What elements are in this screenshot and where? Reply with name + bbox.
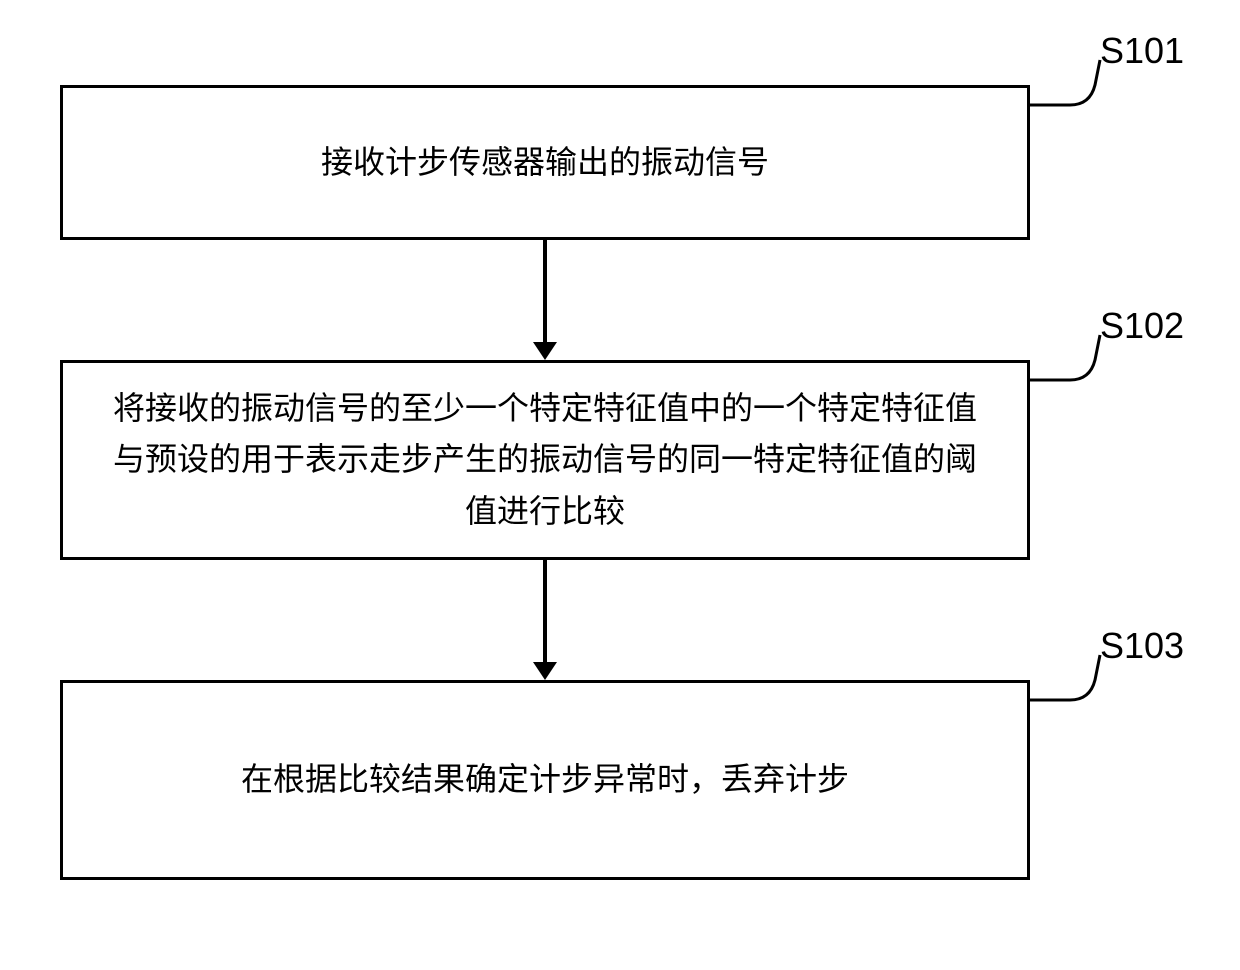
step-box-s103: 在根据比较结果确定计步异常时，丢弃计步	[60, 680, 1030, 880]
arrowhead-2	[533, 662, 557, 680]
label-text-s102: S102	[1100, 305, 1184, 346]
connector-path-s102	[1030, 335, 1100, 380]
step-label-s102: S102	[1100, 305, 1184, 347]
connector-path-s101	[1030, 60, 1100, 105]
step-text-s103: 在根据比较结果确定计步异常时，丢弃计步	[241, 754, 849, 805]
label-text-s101: S101	[1100, 30, 1184, 71]
step-label-s101: S101	[1100, 30, 1184, 72]
step-text-s102: 将接收的振动信号的至少一个特定特征值中的一个特定特征值与预设的用于表示走步产生的…	[103, 383, 987, 537]
step-text-s101: 接收计步传感器输出的振动信号	[321, 137, 769, 188]
step-label-s103: S103	[1100, 625, 1184, 667]
step-box-s101: 接收计步传感器输出的振动信号	[60, 85, 1030, 240]
arrow-line-2	[543, 560, 547, 662]
label-text-s103: S103	[1100, 625, 1184, 666]
arrow-line-1	[543, 240, 547, 342]
step-box-s102: 将接收的振动信号的至少一个特定特征值中的一个特定特征值与预设的用于表示走步产生的…	[60, 360, 1030, 560]
connector-path-s103	[1030, 655, 1100, 700]
arrowhead-1	[533, 342, 557, 360]
